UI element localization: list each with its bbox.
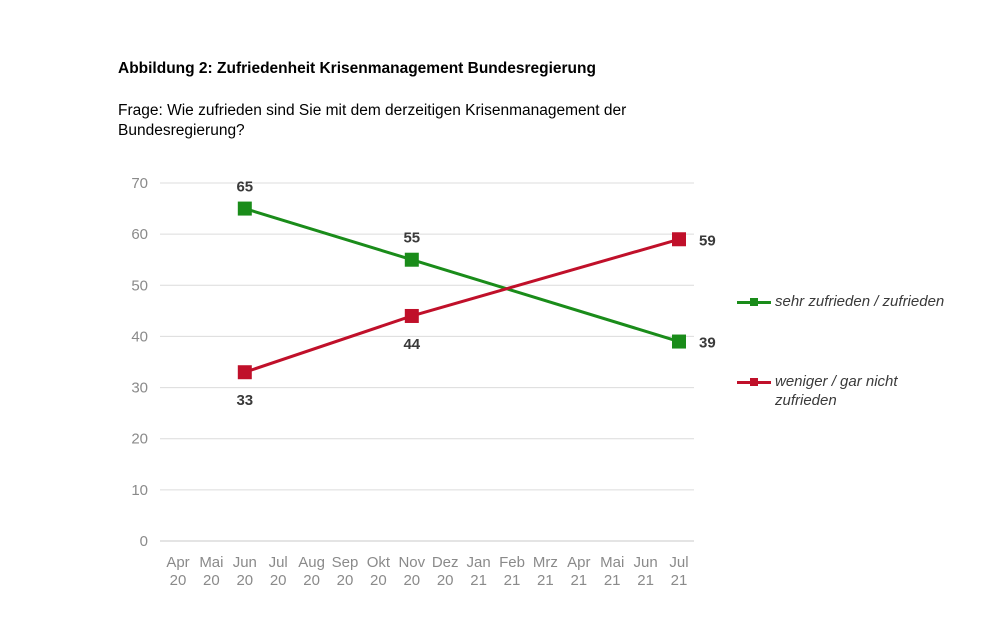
series-line-1 bbox=[244, 237, 680, 374]
x-tick-label-month-1: Mai bbox=[199, 554, 223, 571]
x-tick-label-year-10: 21 bbox=[504, 572, 521, 589]
x-tick-label-year-0: 20 bbox=[170, 572, 187, 589]
y-tick-label-60: 60 bbox=[131, 226, 148, 243]
y-tick-label-10: 10 bbox=[131, 482, 148, 499]
x-tick-label-year-2: 20 bbox=[236, 572, 253, 589]
x-tick-label-year-8: 20 bbox=[437, 572, 454, 589]
x-tick-label-month-0: Apr bbox=[166, 554, 189, 571]
x-tick-label-month-12: Apr bbox=[567, 554, 590, 571]
x-tick-label-year-14: 21 bbox=[637, 572, 654, 589]
x-tick-label-year-7: 20 bbox=[403, 572, 420, 589]
x-tick-label-month-4: Aug bbox=[298, 554, 325, 571]
data-label-1-1: 44 bbox=[403, 336, 420, 353]
series-line-0 bbox=[244, 207, 680, 343]
data-point-1-1 bbox=[404, 308, 419, 323]
legend-item-dissatisfied: weniger / gar nicht zufrieden bbox=[737, 372, 945, 410]
data-point-0-0 bbox=[237, 201, 252, 216]
x-tick-label-month-7: Nov bbox=[398, 554, 425, 571]
x-tick-label-year-12: 21 bbox=[570, 572, 587, 589]
data-label-1-0: 33 bbox=[236, 392, 253, 409]
y-tick-label-20: 20 bbox=[131, 431, 148, 448]
x-tick-label-year-4: 20 bbox=[303, 572, 320, 589]
data-point-0-1 bbox=[404, 252, 419, 267]
x-tick-label-month-10: Feb bbox=[499, 554, 525, 571]
y-tick-label-40: 40 bbox=[131, 328, 148, 345]
x-tick-label-year-9: 21 bbox=[470, 572, 487, 589]
data-point-0-2 bbox=[672, 334, 686, 349]
x-tick-label-month-14: Jun bbox=[634, 554, 658, 571]
x-tick-label-month-11: Mrz bbox=[533, 554, 558, 571]
x-tick-label-year-3: 20 bbox=[270, 572, 287, 589]
data-label-0-1: 55 bbox=[403, 230, 420, 247]
x-tick-label-month-3: Jul bbox=[269, 554, 288, 571]
x-tick-label-year-11: 21 bbox=[537, 572, 554, 589]
x-tick-label-year-5: 20 bbox=[337, 572, 354, 589]
x-tick-label-month-9: Jan bbox=[467, 554, 491, 571]
legend-swatch-dissatisfied bbox=[737, 378, 771, 386]
x-tick-label-month-13: Mai bbox=[600, 554, 624, 571]
legend-swatch-satisfied bbox=[737, 298, 771, 306]
legend-label-satisfied: sehr zufrieden / zufrieden bbox=[775, 293, 945, 310]
x-tick-label-month-6: Okt bbox=[367, 554, 391, 571]
legend-label-dissatisfied: weniger / gar nicht zufrieden bbox=[775, 373, 898, 409]
x-tick-label-month-8: Dez bbox=[432, 554, 459, 571]
data-label-0-2: 39 bbox=[699, 335, 716, 352]
y-tick-label-30: 30 bbox=[131, 380, 148, 397]
chart-title: Abbildung 2: Zufriedenheit Krisenmanagem… bbox=[118, 60, 596, 77]
data-label-1-2: 59 bbox=[699, 232, 716, 249]
question-text: Frage: Wie zufrieden sind Sie mit dem de… bbox=[118, 102, 627, 139]
x-tick-label-year-6: 20 bbox=[370, 572, 387, 589]
x-tick-label-month-5: Sep bbox=[332, 554, 359, 571]
y-tick-label-50: 50 bbox=[131, 277, 148, 294]
x-tick-label-year-1: 20 bbox=[203, 572, 220, 589]
x-tick-label-year-13: 21 bbox=[604, 572, 621, 589]
y-tick-label-0: 0 bbox=[140, 533, 148, 550]
y-tick-label-70: 70 bbox=[131, 175, 148, 192]
data-point-1-2 bbox=[672, 232, 686, 247]
legend-item-satisfied: sehr zufrieden / zufrieden bbox=[737, 292, 945, 311]
x-tick-label-month-15: Jul bbox=[669, 554, 688, 571]
data-point-1-0 bbox=[237, 365, 252, 380]
x-tick-label-year-15: 21 bbox=[671, 572, 688, 589]
data-label-0-0: 65 bbox=[236, 179, 253, 196]
x-tick-label-month-2: Jun bbox=[233, 554, 257, 571]
